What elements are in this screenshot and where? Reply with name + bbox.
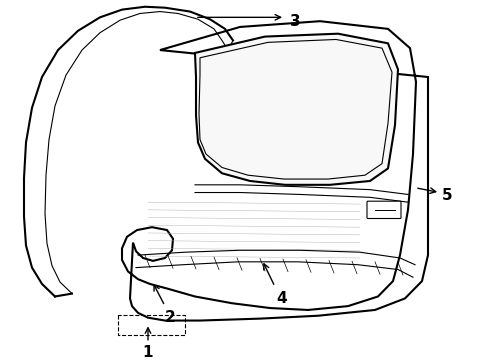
Polygon shape <box>195 34 398 185</box>
Text: 4: 4 <box>277 291 287 306</box>
FancyBboxPatch shape <box>367 201 401 219</box>
Text: 3: 3 <box>290 14 301 29</box>
Text: 1: 1 <box>143 345 153 360</box>
Text: 2: 2 <box>165 310 175 325</box>
Text: 5: 5 <box>442 188 453 203</box>
Polygon shape <box>122 21 428 320</box>
